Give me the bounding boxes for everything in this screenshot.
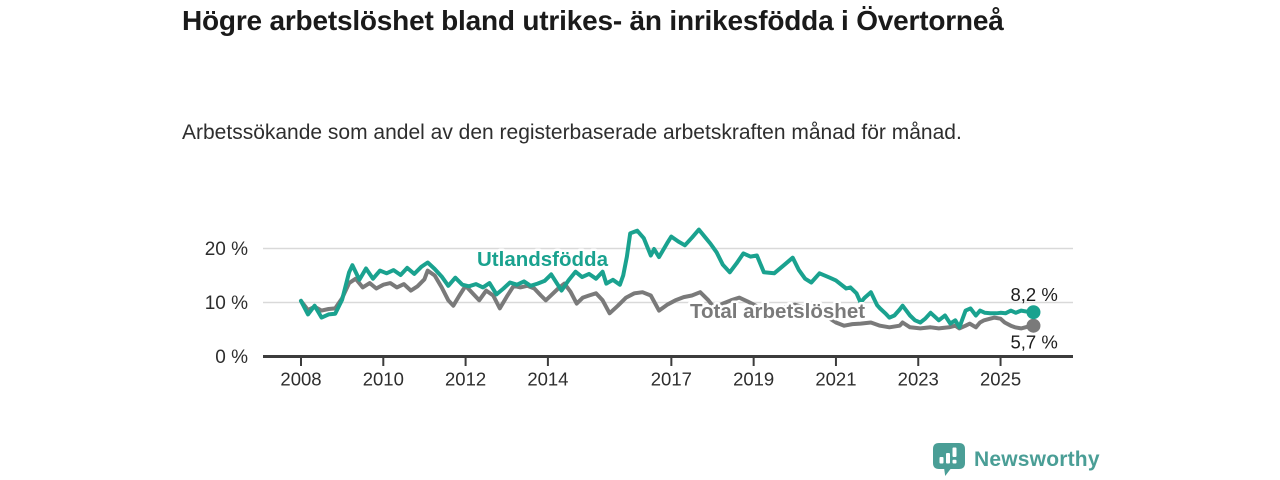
series-label-utlandsf-dda: Utlandsfödda bbox=[477, 248, 609, 271]
brand-name: Newsworthy bbox=[974, 448, 1100, 471]
page-subtitle: Arbetssökande som andel av den registerb… bbox=[182, 121, 962, 144]
end-value-label-total-arbetsl-shet: 5,7 % bbox=[1010, 332, 1057, 353]
brand-footer: Newsworthy bbox=[933, 443, 1100, 477]
series-line-utlandsf-dda bbox=[299, 227, 1036, 330]
series-line-total-arbetsl-shet bbox=[299, 268, 1036, 331]
gridlines bbox=[263, 247, 1073, 304]
x-tick-label: 2008 bbox=[280, 369, 321, 390]
page-title: Högre arbetslöshet bland utrikes- än inr… bbox=[182, 5, 1004, 36]
series-end-dot-utlandsf-dda bbox=[1026, 305, 1041, 320]
y-tick-label: 0 % bbox=[215, 347, 248, 368]
series-lines bbox=[299, 227, 1041, 333]
x-tick-label: 2023 bbox=[898, 369, 939, 390]
x-tick-label: 2014 bbox=[527, 369, 568, 390]
end-value-label-utlandsf-dda: 8,2 % bbox=[1010, 284, 1057, 305]
x-tick-label: 2017 bbox=[651, 369, 692, 390]
y-axis: 0 % 10 % 20 % bbox=[205, 239, 248, 368]
y-tick-label: 20 % bbox=[205, 239, 248, 260]
series-label-total-arbetsl-shet: Total arbetslöshet bbox=[690, 300, 865, 323]
x-tick-label: 2010 bbox=[363, 369, 404, 390]
x-tick-label: 2019 bbox=[733, 369, 774, 390]
series-end-dot-total-arbetsl-shet bbox=[1026, 318, 1041, 333]
series-labels: Total arbetslöshet 5,7 % Utlandsfödda 8,2 % bbox=[475, 246, 1058, 353]
x-axis: 2008 2010 2012 2014 2017 2019 2021 2023 2025 bbox=[263, 355, 1073, 390]
x-tick-label: 2021 bbox=[815, 369, 856, 390]
y-tick-label: 10 % bbox=[205, 293, 248, 314]
x-tick-label: 2012 bbox=[445, 369, 486, 390]
newsworthy-logo-icon bbox=[933, 443, 965, 476]
x-tick-label: 2025 bbox=[980, 369, 1021, 390]
